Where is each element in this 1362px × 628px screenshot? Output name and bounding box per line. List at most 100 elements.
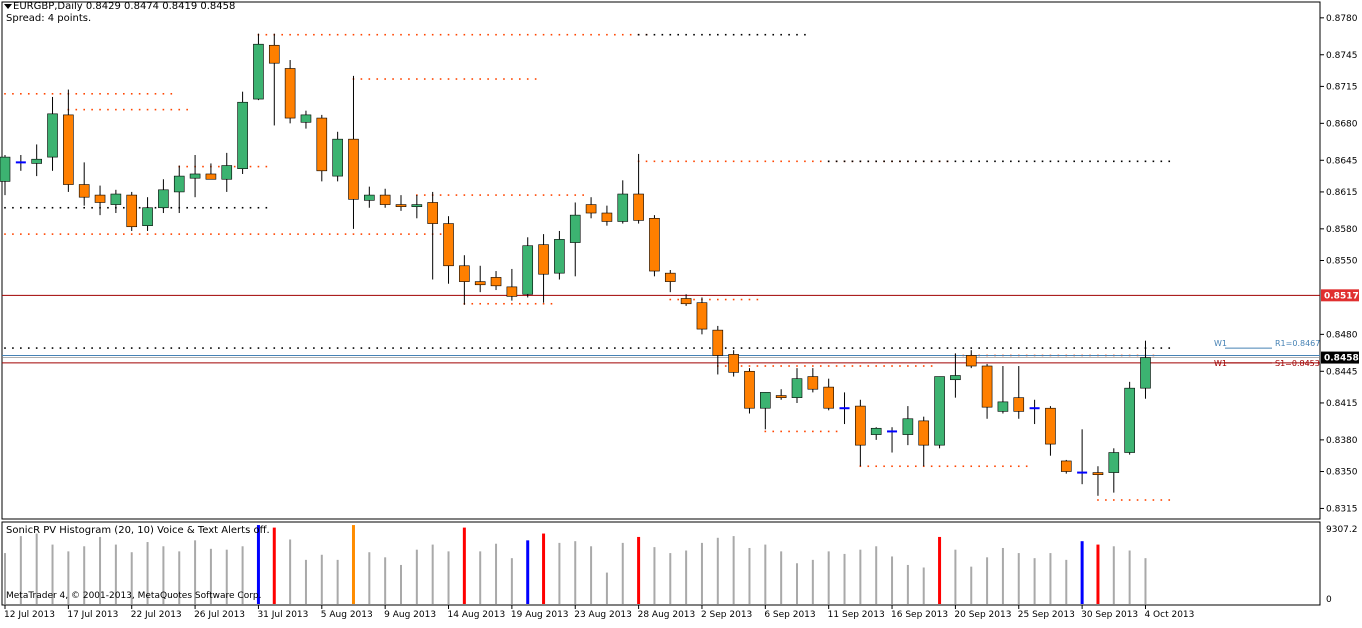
time-tick-label: 9 Aug 2013: [384, 610, 436, 620]
histogram-bar: [304, 559, 307, 604]
time-tick-label: 6 Sep 2013: [764, 610, 815, 620]
histogram-bar: [938, 536, 942, 604]
pivot-dot: [392, 347, 394, 349]
pivot-dot: [899, 365, 901, 367]
pivot-dot: [645, 347, 648, 349]
pivot-dot: [835, 365, 838, 367]
pivot-dot: [780, 347, 782, 349]
candle: [839, 392, 850, 425]
pivot-dot: [550, 194, 553, 196]
pivot-dot: [202, 347, 204, 349]
pivot-dot: [495, 33, 497, 36]
pivot-dot: [59, 92, 62, 95]
pivot-dot: [123, 233, 125, 235]
indicator-title: SonicR PV Histogram (20, 10) Voice & Tex…: [6, 525, 270, 536]
candle: [110, 189, 122, 214]
histogram-bar: [827, 551, 830, 604]
pivot-dot: [907, 365, 909, 367]
pivot-dot: [408, 347, 410, 349]
pivot-dot: [1105, 499, 1107, 501]
pivot-s1-label: S1=0.8453: [1275, 359, 1320, 368]
pivot-dot: [241, 206, 244, 209]
pivot-dot: [115, 347, 117, 349]
histogram-bar: [415, 549, 418, 604]
pivot-dot: [1128, 499, 1131, 501]
candle-body: [268, 44, 280, 64]
pivot-dot: [123, 347, 125, 349]
pivot-dot: [1025, 465, 1028, 468]
pivot-dot: [400, 33, 402, 36]
chart-menu-arrow-icon[interactable]: [4, 4, 12, 9]
indicator-frame: [1, 521, 1321, 606]
candle-body: [887, 430, 898, 433]
candle-body: [617, 193, 629, 222]
pivot-dot: [75, 206, 78, 209]
pivot-dot: [186, 233, 188, 235]
candle: [950, 353, 961, 398]
pivot-dot: [922, 160, 925, 163]
pivot-dot: [780, 33, 782, 36]
pivot-dot: [526, 194, 529, 196]
candle-body: [1013, 397, 1025, 412]
histogram-bar: [526, 540, 530, 604]
pivot-dot: [503, 347, 505, 349]
candle: [300, 110, 312, 129]
price-tick-label: 0.8480: [1326, 330, 1358, 340]
histogram-bar: [368, 552, 371, 604]
pivot-dot: [606, 33, 608, 36]
pivot-dot: [804, 160, 806, 163]
candle: [965, 350, 977, 369]
pivot-dot: [1033, 347, 1036, 349]
histogram-bar: [289, 539, 292, 604]
pivot-dot: [138, 92, 141, 95]
pivot-dot: [519, 33, 521, 36]
pivot-dot: [107, 347, 109, 349]
candle-body: [221, 165, 233, 180]
candle: [1108, 448, 1120, 493]
pivot-dot: [20, 206, 22, 209]
pivot-dot: [1025, 347, 1028, 349]
pivot-dot: [614, 347, 616, 349]
pivot-dot: [67, 233, 70, 235]
pivot-dot: [35, 206, 38, 209]
pivot-dot: [107, 108, 109, 111]
pivot-dot: [1089, 160, 1091, 163]
pivot-dot: [471, 347, 474, 349]
histogram-bar: [621, 542, 624, 604]
pivot-dot: [1010, 160, 1012, 163]
candle-body: [1108, 452, 1120, 473]
pivot-dot: [582, 347, 584, 349]
histogram-bar: [83, 546, 86, 604]
pivot-dot: [859, 160, 862, 163]
pivot-dot: [534, 347, 537, 349]
pivot-dot: [392, 33, 394, 36]
pivot-dot: [661, 347, 664, 349]
candle: [459, 255, 470, 305]
pivot-dot: [241, 347, 244, 349]
pivot-dot: [717, 160, 719, 163]
pivot-dot: [930, 465, 933, 468]
pivot-dot: [740, 33, 743, 36]
candle: [1140, 340, 1151, 399]
pivot-dot: [225, 347, 228, 349]
pivot-dot: [740, 160, 743, 163]
pivot-dot: [233, 165, 236, 168]
pivot-dot: [970, 160, 973, 163]
pivot-dot: [487, 347, 489, 349]
pivot-dot: [938, 160, 941, 163]
histogram-bar: [637, 536, 641, 604]
candle-body: [78, 184, 90, 198]
candle-body: [1045, 407, 1056, 445]
pivot-dot: [503, 33, 505, 36]
candle-body: [918, 420, 930, 446]
pivot-dot: [162, 92, 165, 95]
candle: [474, 265, 486, 293]
level-price-label: 0.8517: [1324, 291, 1359, 301]
pivot-dot: [930, 160, 933, 163]
pivot-dot: [233, 347, 236, 349]
pivot-w1-label: W1: [1214, 339, 1227, 348]
pivot-dot: [35, 233, 38, 235]
histogram-bar: [479, 551, 482, 604]
pivot-dot: [740, 298, 743, 301]
candle: [1060, 459, 1072, 474]
